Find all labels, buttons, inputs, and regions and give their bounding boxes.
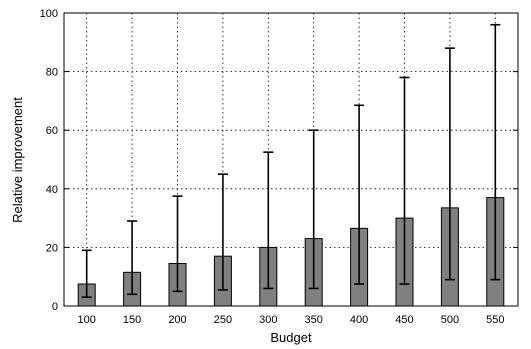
y-tick-label: 20	[46, 242, 58, 254]
x-tick-label: 300	[259, 314, 277, 326]
error-bars	[81, 23, 501, 299]
x-tick-label: 450	[395, 314, 413, 326]
bars	[77, 197, 505, 307]
x-tick-label: 550	[486, 314, 504, 326]
x-tick-label: 200	[168, 314, 186, 326]
x-tick-label: 100	[78, 314, 96, 326]
x-tick-label: 400	[350, 314, 368, 326]
y-tick-label: 40	[46, 184, 58, 196]
y-tick-labels: 0 20 40 60 80 100	[40, 8, 58, 313]
y-tick-label: 60	[46, 125, 58, 137]
y-tick-label: 100	[40, 8, 58, 20]
y-axis-label: Relative improvement	[10, 97, 25, 223]
x-tick-label: 250	[214, 314, 232, 326]
x-tick-label: 500	[441, 314, 459, 326]
y-tick-label: 0	[52, 301, 58, 313]
x-tick-label: 350	[305, 314, 323, 326]
x-tick-label: 150	[123, 314, 141, 326]
x-tick-labels: 100 150 200 250 300 350 400 450 500 550	[78, 314, 505, 326]
x-axis-label: Budget	[270, 330, 312, 345]
plot-frame	[63, 12, 519, 307]
y-tick-label: 80	[46, 67, 58, 79]
